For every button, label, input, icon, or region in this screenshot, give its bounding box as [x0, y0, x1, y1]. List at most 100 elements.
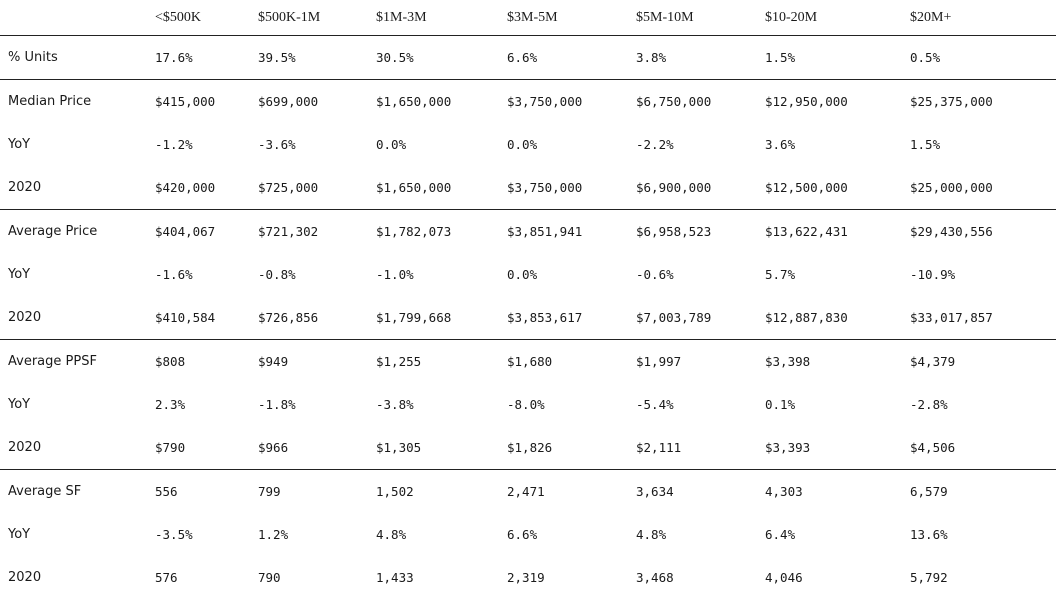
cell: $12,500,000: [757, 166, 902, 210]
cell: 0.0%: [499, 253, 628, 296]
cell: $725,000: [250, 166, 368, 210]
column-header: <$500K: [147, 0, 250, 36]
cell: 1,502: [368, 470, 499, 514]
cell: -1.0%: [368, 253, 499, 296]
cell: $12,887,830: [757, 296, 902, 340]
row-label: YoY: [0, 123, 147, 166]
cell: $6,900,000: [628, 166, 757, 210]
cell: 2,319: [499, 556, 628, 599]
cell: 17.6%: [147, 36, 250, 80]
cell: 1.2%: [250, 513, 368, 556]
row-label: YoY: [0, 513, 147, 556]
cell: 799: [250, 470, 368, 514]
cell: $29,430,556: [902, 210, 1056, 254]
cell: $3,398: [757, 340, 902, 384]
cell: $7,003,789: [628, 296, 757, 340]
cell: $415,000: [147, 80, 250, 124]
cell: -2.8%: [902, 383, 1056, 426]
cell: $420,000: [147, 166, 250, 210]
table-row: Average Price$404,067$721,302$1,782,073$…: [0, 210, 1056, 254]
cell: 39.5%: [250, 36, 368, 80]
row-label: 2020: [0, 296, 147, 340]
cell: $12,950,000: [757, 80, 902, 124]
table-row: YoY-3.5%1.2%4.8%6.6%4.8%6.4%13.6%: [0, 513, 1056, 556]
cell: 3.6%: [757, 123, 902, 166]
cell: -1.8%: [250, 383, 368, 426]
table-row: Average PPSF$808$949$1,255$1,680$1,997$3…: [0, 340, 1056, 384]
cell: $2,111: [628, 426, 757, 470]
corner: [0, 0, 147, 36]
cell: $4,506: [902, 426, 1056, 470]
cell: 2,471: [499, 470, 628, 514]
cell: 4,046: [757, 556, 902, 599]
cell: $6,958,523: [628, 210, 757, 254]
column-header: $3M-5M: [499, 0, 628, 36]
cell: $1,305: [368, 426, 499, 470]
cell: $949: [250, 340, 368, 384]
table-row: 2020$410,584$726,856$1,799,668$3,853,617…: [0, 296, 1056, 340]
cell: 3.8%: [628, 36, 757, 80]
table-row: 2020$790$966$1,305$1,826$2,111$3,393$4,5…: [0, 426, 1056, 470]
cell: 1.5%: [757, 36, 902, 80]
row-label: % Units: [0, 36, 147, 80]
cell: $966: [250, 426, 368, 470]
row-group: Median Price$415,000$699,000$1,650,000$3…: [0, 80, 1056, 210]
column-header: $1M-3M: [368, 0, 499, 36]
cell: $410,584: [147, 296, 250, 340]
cell: $404,067: [147, 210, 250, 254]
cell: 576: [147, 556, 250, 599]
cell: -1.2%: [147, 123, 250, 166]
cell: 4.8%: [368, 513, 499, 556]
table-row: YoY-1.6%-0.8%-1.0%0.0%-0.6%5.7%-10.9%: [0, 253, 1056, 296]
cell: $3,393: [757, 426, 902, 470]
cell: $1,826: [499, 426, 628, 470]
cell: $1,680: [499, 340, 628, 384]
row-group: Average Price$404,067$721,302$1,782,073$…: [0, 210, 1056, 340]
header-row: <$500K$500K-1M$1M-3M$3M-5M$5M-10M$10-20M…: [0, 0, 1056, 36]
cell: -8.0%: [499, 383, 628, 426]
cell: 4.8%: [628, 513, 757, 556]
cell: 790: [250, 556, 368, 599]
cell: 6.4%: [757, 513, 902, 556]
table-row: Median Price$415,000$699,000$1,650,000$3…: [0, 80, 1056, 124]
cell: 3,468: [628, 556, 757, 599]
cell: 6.6%: [499, 513, 628, 556]
cell: 1.5%: [902, 123, 1056, 166]
cell: -3.6%: [250, 123, 368, 166]
cell: 1,433: [368, 556, 499, 599]
cell: $699,000: [250, 80, 368, 124]
cell: 0.0%: [368, 123, 499, 166]
cell: 13.6%: [902, 513, 1056, 556]
cell: $721,302: [250, 210, 368, 254]
row-label: Average Price: [0, 210, 147, 254]
cell: $3,851,941: [499, 210, 628, 254]
cell: -0.8%: [250, 253, 368, 296]
table-row: YoY-1.2%-3.6%0.0%0.0%-2.2%3.6%1.5%: [0, 123, 1056, 166]
cell: $3,750,000: [499, 80, 628, 124]
cell: $1,799,668: [368, 296, 499, 340]
cell: 3,634: [628, 470, 757, 514]
cell: 0.0%: [499, 123, 628, 166]
cell: -5.4%: [628, 383, 757, 426]
row-label: YoY: [0, 253, 147, 296]
cell: $6,750,000: [628, 80, 757, 124]
cell: $3,853,617: [499, 296, 628, 340]
row-label: Average PPSF: [0, 340, 147, 384]
cell: 6,579: [902, 470, 1056, 514]
table-row: 2020$420,000$725,000$1,650,000$3,750,000…: [0, 166, 1056, 210]
column-header: $10-20M: [757, 0, 902, 36]
cell: $726,856: [250, 296, 368, 340]
column-header: $20M+: [902, 0, 1056, 36]
cell: $25,000,000: [902, 166, 1056, 210]
cell: 5,792: [902, 556, 1056, 599]
cell: $1,997: [628, 340, 757, 384]
cell: $25,375,000: [902, 80, 1056, 124]
row-group: Average PPSF$808$949$1,255$1,680$1,997$3…: [0, 340, 1056, 470]
cell: -1.6%: [147, 253, 250, 296]
cell: $1,255: [368, 340, 499, 384]
